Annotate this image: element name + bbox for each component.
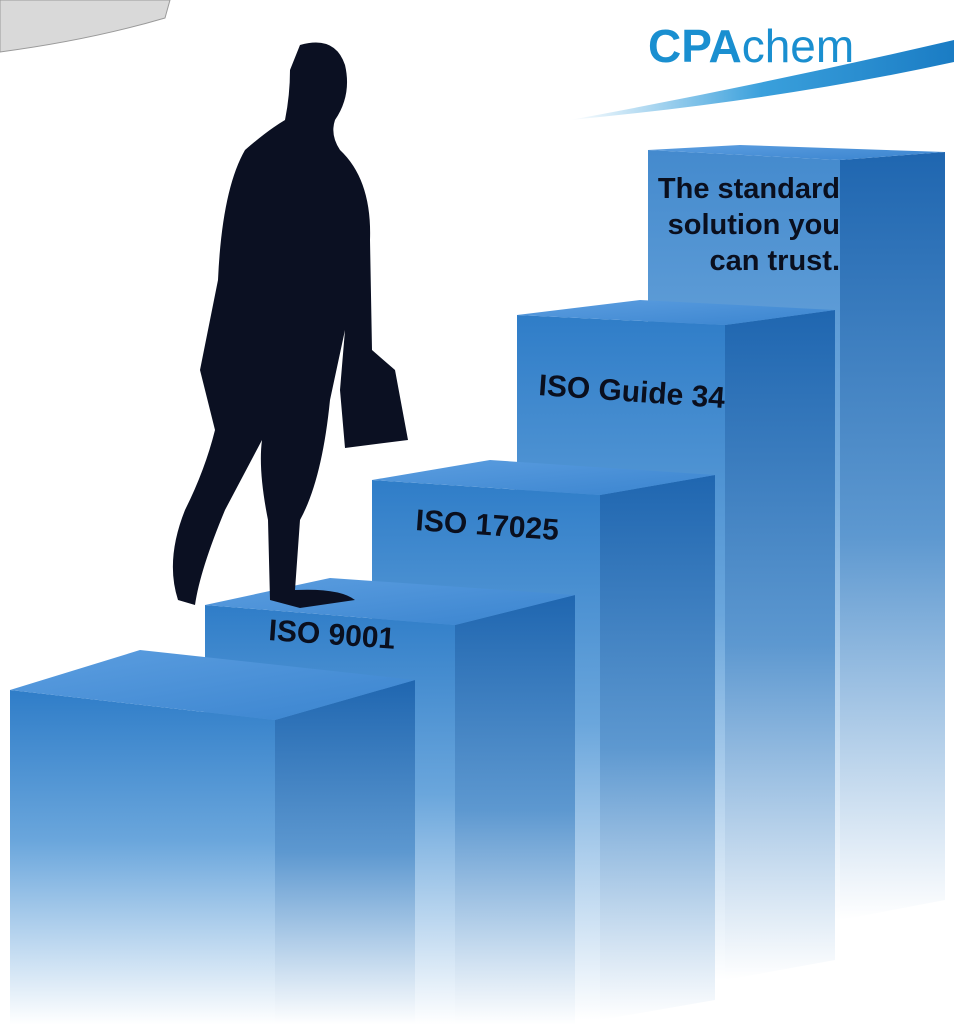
tagline-line: can trust. (709, 245, 840, 277)
logo: CPAchem (648, 20, 854, 72)
logo-brand: CPA (648, 20, 742, 72)
advert: CPAchem ISO 9001ISO 17025ISO Guide 34The… (0, 0, 954, 1025)
page: {"logo": {"brand": "CPA", "suffix": "che… (0, 0, 954, 1025)
tagline-line: The standard (658, 173, 840, 205)
logo-suffix: chem (742, 20, 854, 72)
paper-corner (0, 0, 170, 52)
column (10, 650, 415, 1025)
tagline-line: solution you (668, 209, 840, 241)
